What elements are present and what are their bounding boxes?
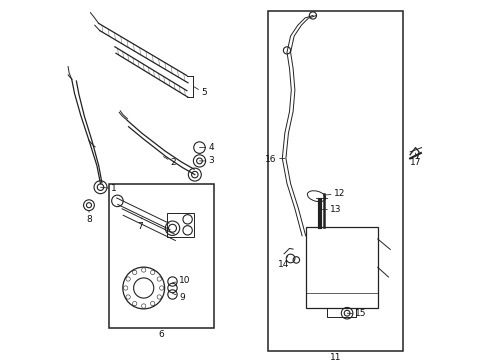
Bar <box>109 184 213 328</box>
Text: 3: 3 <box>199 156 214 165</box>
Text: 15: 15 <box>346 309 366 318</box>
Text: 9: 9 <box>172 292 184 302</box>
Bar <box>305 227 377 308</box>
Bar <box>167 213 194 237</box>
Text: 6: 6 <box>159 330 164 339</box>
Text: 1: 1 <box>101 184 117 193</box>
Text: 13: 13 <box>322 205 341 214</box>
Bar <box>267 11 402 351</box>
Text: 7: 7 <box>137 218 142 231</box>
Text: 5: 5 <box>193 86 206 97</box>
Text: 11: 11 <box>329 353 340 360</box>
Text: 2: 2 <box>163 157 176 167</box>
Text: 12: 12 <box>323 189 345 198</box>
Text: 14: 14 <box>277 256 288 269</box>
Text: 4: 4 <box>199 143 214 152</box>
Text: 8: 8 <box>86 211 92 224</box>
Text: 17: 17 <box>409 153 420 167</box>
Text: 10: 10 <box>172 276 190 285</box>
Text: 16: 16 <box>265 154 284 163</box>
